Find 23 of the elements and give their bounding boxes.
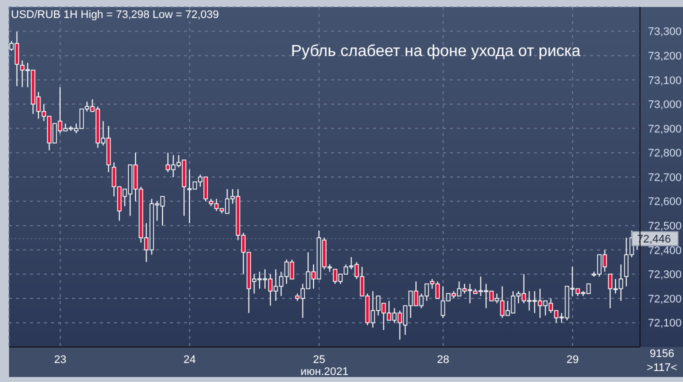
y-tick-label: 72,600 xyxy=(648,196,682,208)
y-tick-label: 73,100 xyxy=(648,74,682,87)
x-tick-label: 28 xyxy=(437,354,450,366)
x-tick-label: 24 xyxy=(184,354,196,366)
y-tick-label: 72,100 xyxy=(648,318,682,330)
y-tick-label: 72,200 xyxy=(648,293,682,306)
text: >117< xyxy=(646,362,678,374)
y-tick-label: 73,300 xyxy=(648,26,682,38)
x-axis-title: июн.2021 xyxy=(300,366,348,378)
y-tick-label: 72,400 xyxy=(648,244,682,257)
chart-subtitle: USD/RUB 1H High = 73,298 Low = 72,039 xyxy=(11,9,219,21)
text: 9156 xyxy=(648,348,676,360)
x-tick-label: 23 xyxy=(54,354,66,366)
y-tick-label: 73,200 xyxy=(648,50,682,62)
y-tick-label: 72,500 xyxy=(648,220,682,232)
y-tick-label: 72,700 xyxy=(648,172,682,184)
y-tick-label: 72,300 xyxy=(648,269,682,282)
x-tick-label: 25 xyxy=(312,354,326,366)
y-tick-label: 72,800 xyxy=(648,148,682,160)
y-tick-label: 73,000 xyxy=(648,99,682,112)
x-tick-label: 29 xyxy=(566,354,579,366)
text: Рубль слабеет на фоне ухода от риска xyxy=(291,43,581,61)
y-tick-label: 72,900 xyxy=(648,123,682,136)
